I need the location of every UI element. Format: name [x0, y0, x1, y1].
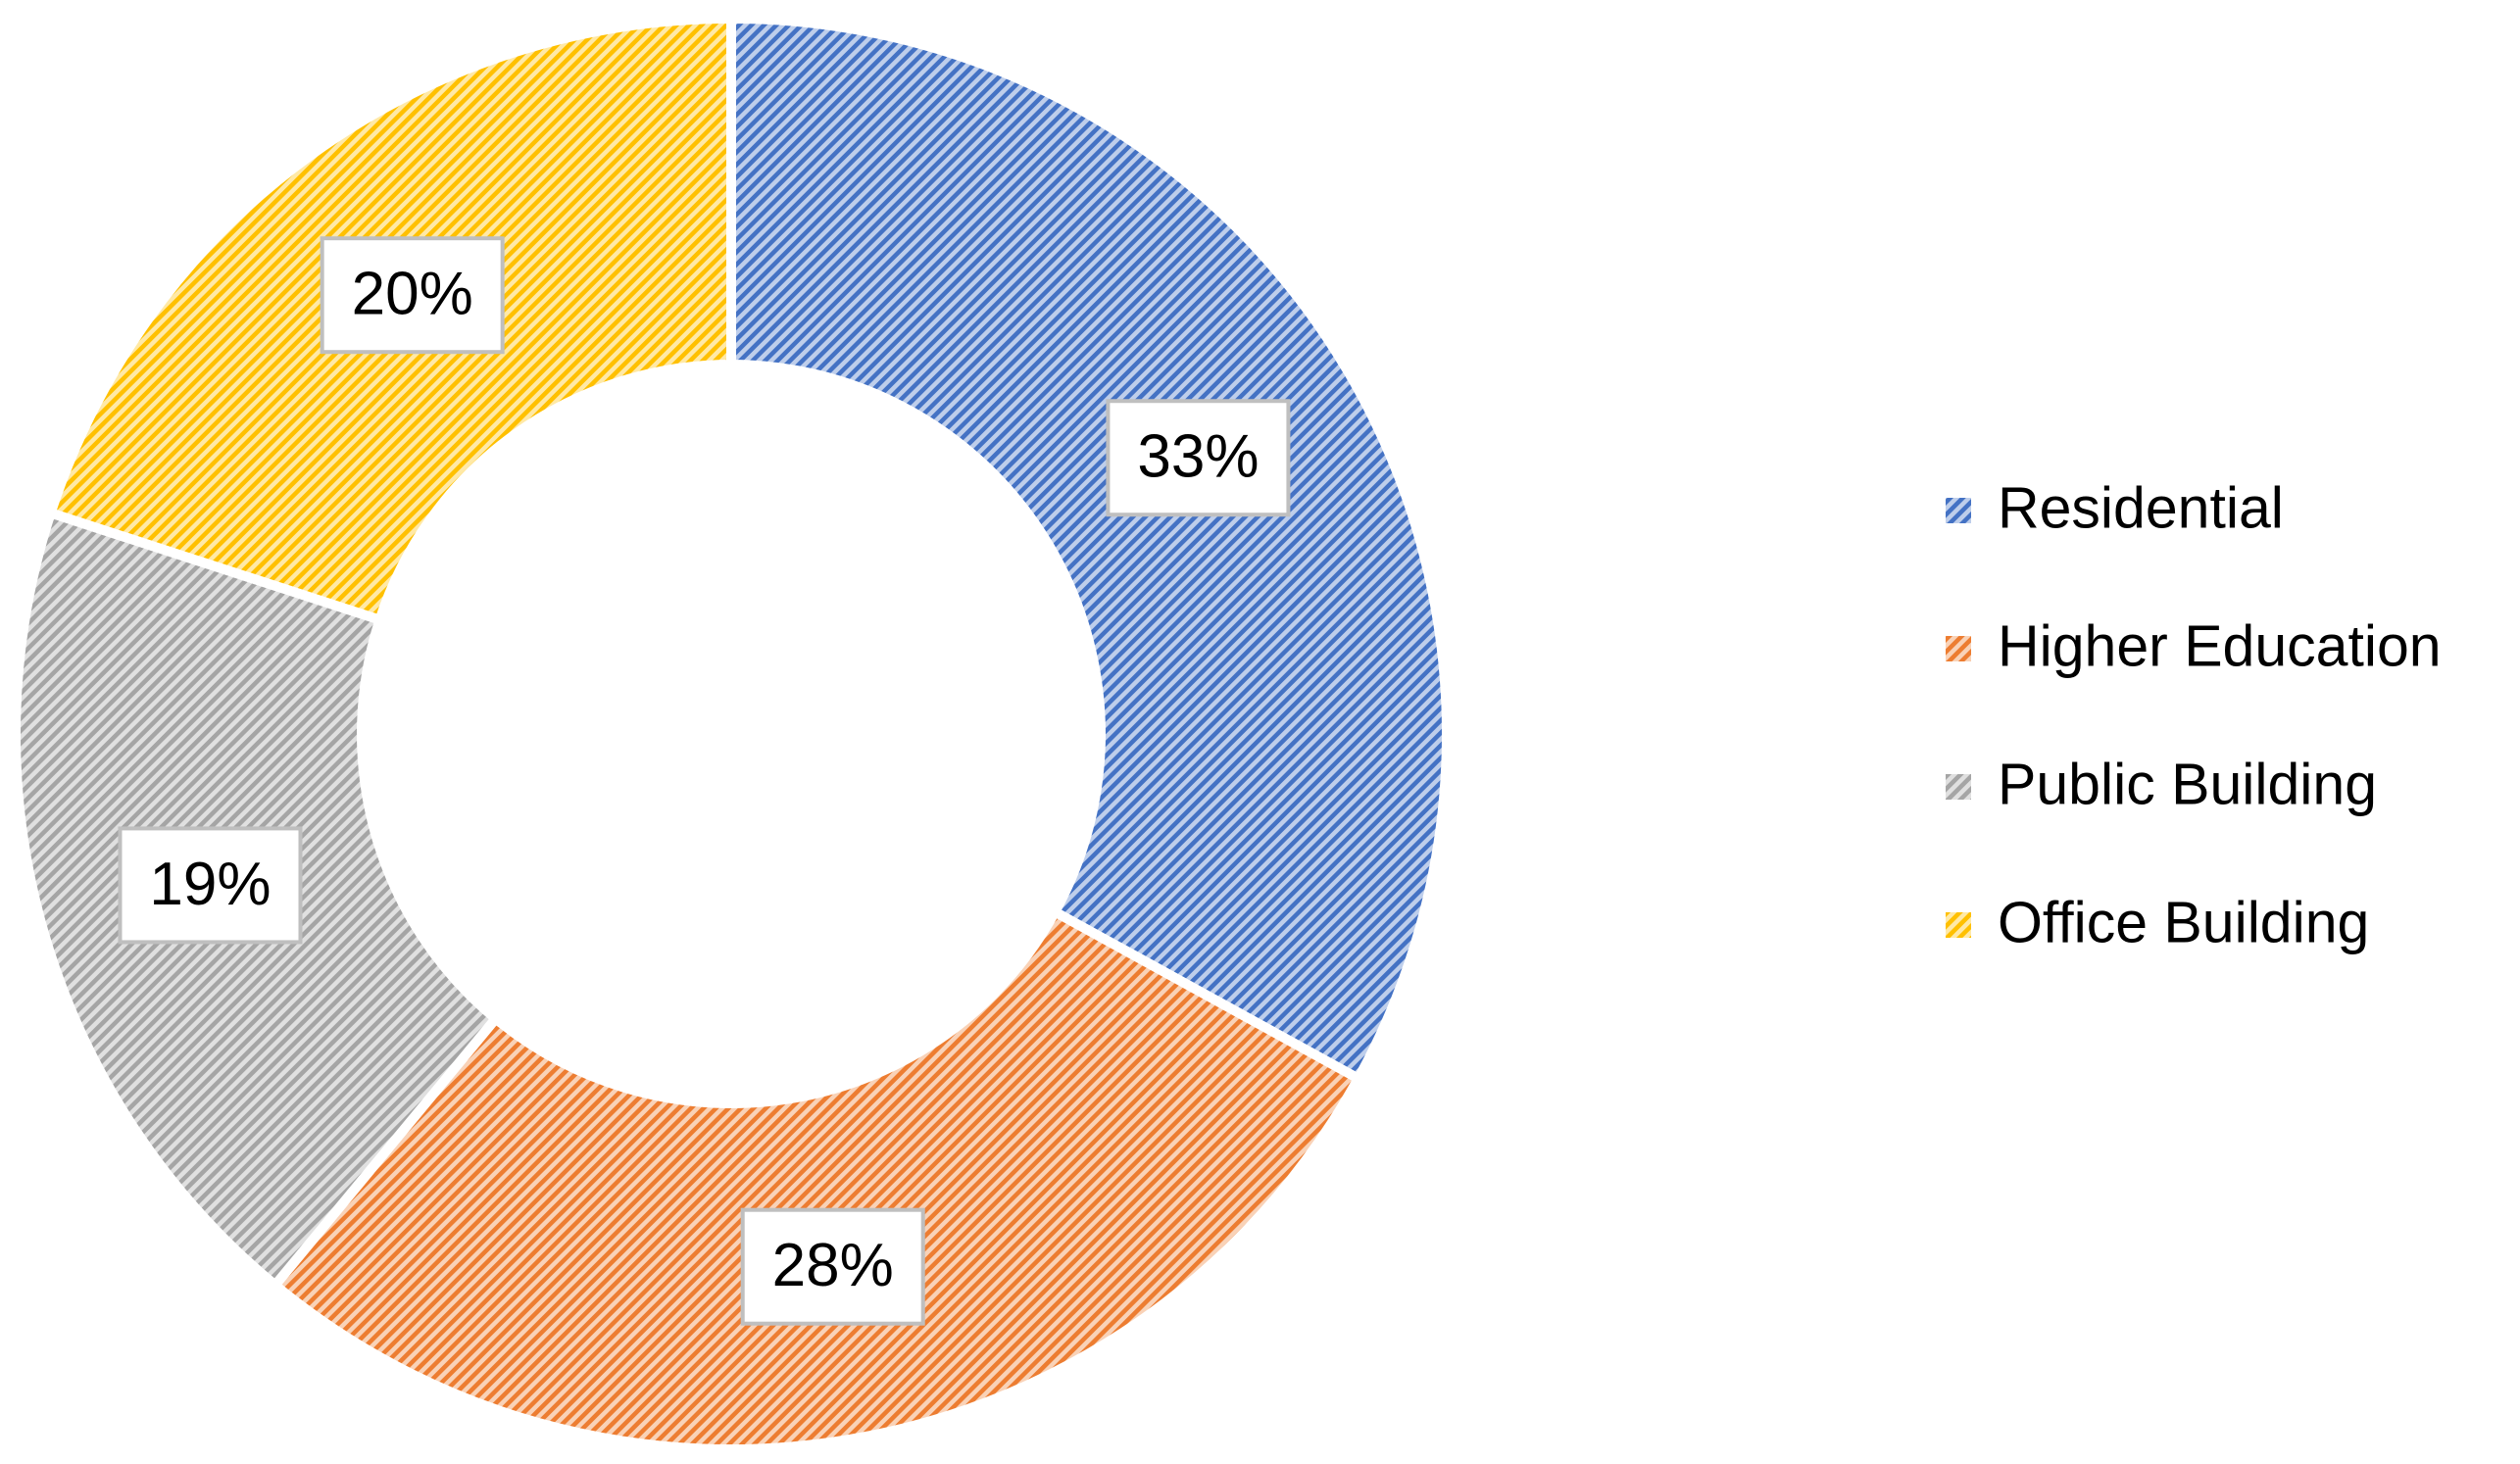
- legend-label: Higher Education: [1998, 614, 2442, 679]
- data-label-box: [118, 826, 303, 945]
- legend-marker: [1946, 498, 1971, 523]
- legend-label: Residential: [1998, 476, 2284, 541]
- data-label-box: [740, 1207, 925, 1326]
- legend-label: Public Building: [1998, 753, 2377, 817]
- data-label: 28%: [772, 1232, 894, 1299]
- legend-marker: [1946, 636, 1971, 661]
- legend-marker: [1946, 774, 1971, 800]
- legend-label: Office Building: [1998, 891, 2369, 955]
- data-label: 20%: [352, 261, 473, 328]
- data-label: 33%: [1137, 423, 1259, 491]
- data-label-box: [320, 236, 505, 355]
- data-label-box: [1106, 399, 1291, 517]
- legend-marker: [1946, 912, 1971, 938]
- data-label: 19%: [149, 851, 271, 918]
- donut-slice: [268, 904, 1365, 1454]
- donut-slice: [726, 13, 1452, 1086]
